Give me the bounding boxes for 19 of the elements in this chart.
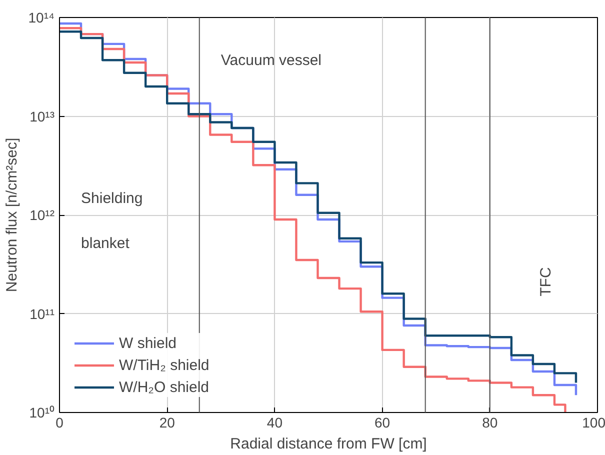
x-tick-label: 60 xyxy=(374,414,390,430)
x-tick-label: 0 xyxy=(56,414,64,430)
y-tick-label: 10¹⁰ xyxy=(29,404,54,420)
x-tick-label: 40 xyxy=(266,414,283,430)
legend-label: W/H₂O shield xyxy=(119,378,210,396)
y-tick-label: 10¹² xyxy=(30,207,55,223)
x-tick-label: 80 xyxy=(482,414,498,430)
x-axis-title: Radial distance from FW [cm] xyxy=(230,436,427,452)
annotation: TFC xyxy=(537,267,554,296)
legend-label: W/TiH₂ shield xyxy=(119,356,210,374)
x-tick-label: 100 xyxy=(582,414,605,430)
y-tick-label: 10¹⁴ xyxy=(28,10,54,26)
y-tick-label: 10¹³ xyxy=(30,108,55,124)
text: Shielding blanket xyxy=(81,190,143,252)
y-tick-label: 10¹¹ xyxy=(30,306,55,322)
annotation: Vacuum vessel xyxy=(220,52,322,70)
x-tick-label: 20 xyxy=(159,414,176,430)
legend-label: W shield xyxy=(119,334,177,352)
y-axis-title: Neutron flux [n/cm²sec] xyxy=(3,138,20,292)
